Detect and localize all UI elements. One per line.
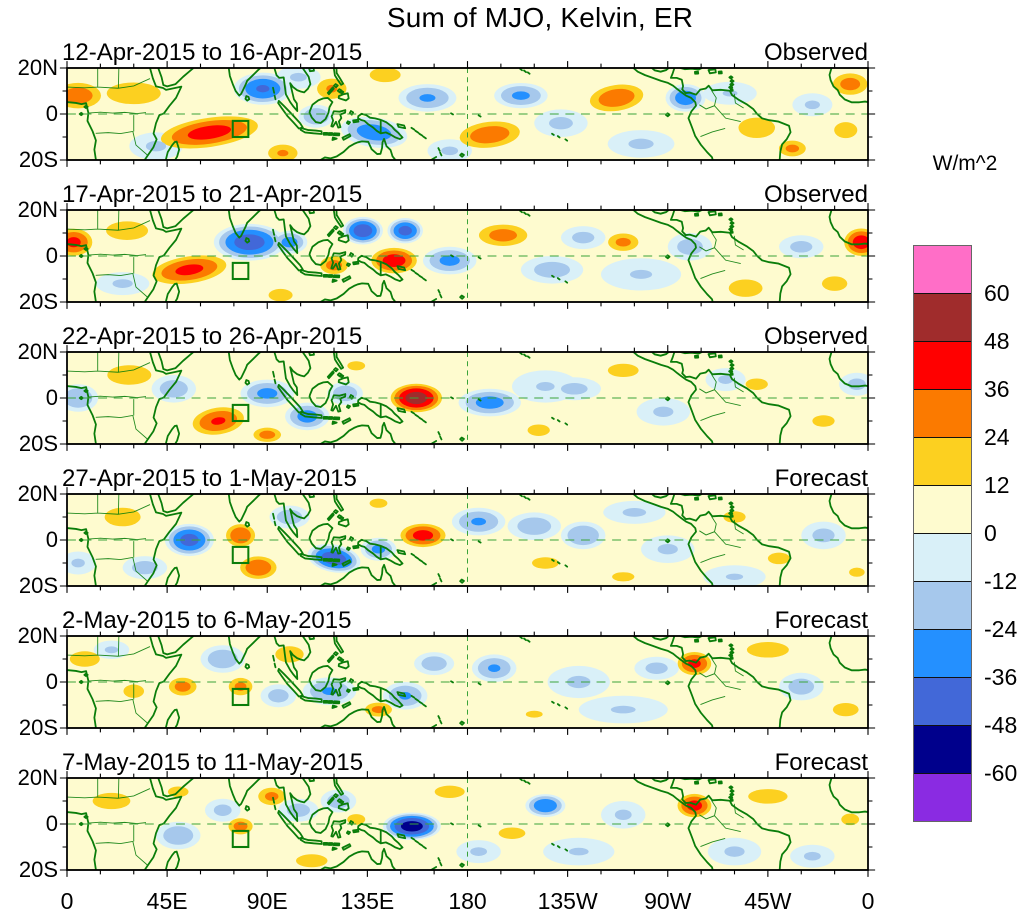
colorbar-tick-label: -36: [984, 664, 1018, 690]
y-axis-label: 20N: [17, 765, 58, 790]
y-axis-label: 20N: [17, 481, 58, 506]
map-canvas: [59, 203, 876, 309]
colorbar-tick-label: -24: [984, 616, 1018, 642]
colorbar-tick-label: 60: [984, 280, 1010, 306]
x-axis-label: 90E: [246, 888, 288, 914]
colorbar-tick-label: -48: [984, 712, 1018, 738]
roi-box: [231, 403, 250, 423]
y-axis-label: 20N: [17, 197, 58, 222]
colorbar-cell: [914, 486, 971, 534]
coastlines: [67, 636, 868, 728]
panel-date-range: 12-Apr-2015 to 16-Apr-2015: [62, 39, 363, 66]
colorbar-cell: [914, 726, 971, 774]
colorbar: [913, 245, 972, 822]
figure-title: Sum of MJO, Kelvin, ER: [386, 2, 694, 33]
map-frame: [66, 777, 869, 871]
y-axis-label: 20N: [17, 55, 58, 80]
colorbar-tick-label: 12: [984, 472, 1010, 498]
coastlines: [67, 494, 868, 586]
x-axis-label: 135E: [340, 888, 395, 914]
x-axis-label: 45W: [744, 888, 792, 914]
y-axis-label: 0: [45, 527, 58, 552]
roi-box: [231, 687, 250, 707]
colorbar-cell: [914, 294, 971, 342]
colorbar-tick-label: -60: [984, 760, 1018, 786]
panel-date-range: 2-May-2015 to 6-May-2015: [62, 607, 352, 634]
colorbar-cell: [914, 342, 971, 390]
map-frame: [66, 67, 869, 161]
panel-status-label: Forecast: [774, 607, 868, 634]
colorbar-tick-label: 36: [984, 376, 1010, 402]
y-axis-label: 20S: [18, 573, 58, 598]
colorbar-cell: [914, 678, 971, 726]
y-axis-label: 0: [45, 101, 58, 126]
panel-status-label: Observed: [763, 181, 868, 208]
colorbar-tick-label: 48: [984, 328, 1010, 354]
panel-status-label: Observed: [763, 323, 868, 350]
x-axis-label: 0: [861, 888, 875, 914]
panel-date-range: 27-Apr-2015 to 1-May-2015: [62, 465, 357, 492]
panel-status-label: Forecast: [774, 465, 868, 492]
colorbar-tick-label: -12: [984, 568, 1018, 594]
colorbar-cell: [914, 630, 971, 678]
colorbar-cell: [914, 534, 971, 582]
colorbar-cell: [914, 246, 971, 294]
coastlines: [67, 68, 868, 160]
panel-date-range: 22-Apr-2015 to 26-Apr-2015: [62, 323, 363, 350]
colorbar-units-label: W/m^2: [932, 152, 998, 175]
y-axis-label: 0: [45, 811, 58, 836]
axis-ticks: [59, 771, 876, 877]
map-canvas: [59, 771, 876, 877]
roi-box: [231, 119, 250, 139]
roi-box: [231, 261, 250, 281]
map-frame: [66, 635, 869, 729]
colorbar-tick-label: 0: [984, 520, 997, 546]
y-axis-label: 20N: [17, 339, 58, 364]
y-axis-label: 0: [45, 385, 58, 410]
map-frame: [66, 209, 869, 303]
y-axis-label: 20N: [17, 623, 58, 648]
map-frame: [66, 493, 869, 587]
map-canvas: [59, 487, 876, 593]
colorbar-cell: [914, 582, 971, 630]
colorbar-tick-label: 24: [984, 424, 1010, 450]
x-axis-label: 90W: [644, 888, 692, 914]
y-axis-label: 0: [45, 243, 58, 268]
panel-date-range: 7-May-2015 to 11-May-2015: [62, 749, 364, 776]
x-axis-label: 135W: [537, 888, 598, 914]
x-axis-label: 180: [448, 888, 487, 914]
coastlines: [67, 352, 868, 444]
map-canvas: [59, 345, 876, 451]
x-axis-label: 0: [60, 888, 74, 914]
map-canvas: [59, 61, 876, 167]
colorbar-cell: [914, 438, 971, 486]
x-axis-label: 45E: [146, 888, 188, 914]
y-axis-label: 20S: [18, 147, 58, 172]
panel-status-label: Observed: [763, 39, 868, 66]
panel-date-range: 17-Apr-2015 to 21-Apr-2015: [62, 181, 363, 208]
y-axis-label: 20S: [18, 715, 58, 740]
y-axis-label: 20S: [18, 857, 58, 882]
roi-box: [231, 829, 250, 849]
coastlines: [67, 778, 868, 870]
panel-status-label: Forecast: [774, 749, 868, 776]
coastlines: [67, 210, 868, 302]
y-axis-label: 20S: [18, 289, 58, 314]
map-frame: [66, 351, 869, 445]
colorbar-cell: [914, 390, 971, 438]
roi-box: [231, 545, 250, 565]
colorbar-cell: [914, 774, 971, 821]
map-canvas: [59, 629, 876, 735]
y-axis-label: 20S: [18, 431, 58, 456]
y-axis-label: 0: [45, 669, 58, 694]
